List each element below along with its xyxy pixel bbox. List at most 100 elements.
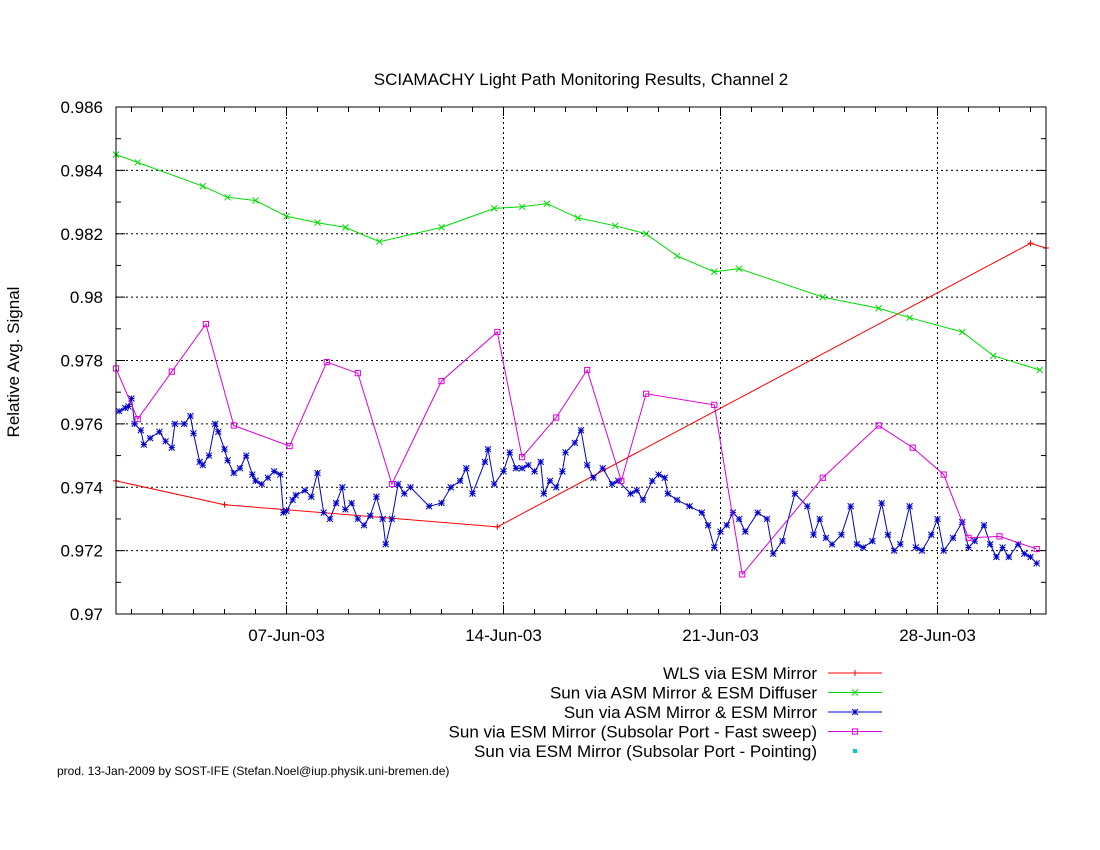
star-point	[131, 420, 138, 428]
square-point	[134, 416, 141, 423]
star-point	[140, 441, 148, 448]
grid	[116, 107, 1046, 614]
square-point	[711, 401, 718, 408]
star-point	[559, 468, 566, 475]
star-point	[326, 515, 334, 523]
plot-frame	[115, 106, 1047, 615]
square-point	[643, 390, 650, 397]
square-point	[875, 422, 882, 429]
star-point	[187, 412, 194, 420]
star-point	[1014, 540, 1022, 548]
star-point	[562, 449, 569, 456]
star-point	[249, 471, 256, 478]
star-point	[280, 509, 287, 516]
star-point	[906, 502, 913, 510]
cross-point	[224, 193, 231, 201]
cross-point	[735, 265, 743, 272]
star-point	[803, 502, 811, 510]
legend-label: Sun via ESM Mirror (Subsolar Port - Fast…	[449, 723, 817, 742]
cross-point	[314, 219, 321, 227]
star-point	[171, 420, 179, 428]
star-point	[382, 540, 390, 548]
square-point	[851, 728, 859, 735]
square-point	[494, 328, 501, 336]
star-point	[292, 491, 300, 499]
star-point	[779, 537, 786, 545]
square-point	[1033, 545, 1040, 553]
star-point	[252, 477, 259, 485]
star-point	[332, 499, 340, 507]
star-point	[258, 480, 266, 488]
star-point	[146, 434, 154, 442]
y-tick-label: 0.982	[60, 225, 103, 244]
cross-point	[851, 689, 859, 696]
star-point	[655, 471, 662, 478]
square-point	[739, 571, 746, 578]
star-point	[373, 493, 380, 501]
star-point	[524, 461, 532, 469]
star-point	[462, 464, 470, 472]
star-point	[890, 547, 898, 554]
star-point	[927, 531, 935, 539]
star-point	[342, 506, 349, 513]
star-point	[125, 403, 132, 410]
star-point	[590, 474, 597, 482]
star-point	[360, 521, 368, 529]
star-point	[571, 439, 579, 447]
x-tick-label: 21-Jun-03	[682, 626, 759, 645]
star-point	[348, 499, 355, 507]
square-point	[230, 422, 237, 429]
y-tick-label: 0.986	[60, 98, 103, 117]
star-point	[537, 458, 545, 466]
cross-point	[342, 224, 349, 231]
star-point	[447, 483, 455, 491]
star-point	[918, 547, 926, 554]
square-point	[618, 477, 625, 485]
square-point	[438, 377, 445, 385]
star-point	[822, 534, 830, 542]
star-point	[490, 480, 498, 488]
star-point	[648, 477, 656, 485]
star-point	[673, 496, 681, 504]
cross-point	[283, 212, 290, 220]
star-point	[577, 426, 585, 434]
star-point	[121, 404, 129, 412]
star-point	[211, 420, 219, 428]
star-point	[763, 515, 771, 523]
star-point	[531, 468, 538, 475]
star-point	[224, 456, 231, 464]
star-point	[851, 708, 859, 716]
star-point	[639, 496, 647, 504]
y-tick-label: 0.98	[70, 288, 103, 307]
series-layer	[112, 151, 1049, 578]
plus-point	[221, 501, 228, 508]
star-point	[884, 531, 892, 539]
star-point	[484, 445, 492, 453]
star-point	[156, 428, 163, 436]
star-point	[379, 515, 386, 523]
star-point	[627, 490, 634, 497]
star-point	[661, 474, 669, 482]
star-point	[540, 490, 548, 497]
star-point	[838, 531, 845, 539]
chart-title: SCIAMACHY Light Path Monitoring Results,…	[374, 70, 789, 89]
star-point	[270, 468, 278, 475]
y-tick-label: 0.97	[70, 605, 103, 624]
star-point	[633, 487, 641, 494]
plus-point	[1027, 240, 1034, 247]
star-point	[456, 477, 464, 485]
star-point	[999, 544, 1006, 551]
star-point	[469, 490, 476, 497]
star-point	[869, 537, 876, 545]
star-point	[878, 499, 886, 507]
star-point	[986, 540, 994, 548]
cross-point	[438, 224, 445, 231]
star-point	[512, 464, 520, 472]
cross-point	[875, 304, 882, 312]
y-tick-label: 0.974	[60, 478, 103, 497]
cross-point	[518, 203, 526, 211]
star-point	[137, 426, 145, 434]
x-tick-label: 07-Jun-03	[248, 626, 325, 645]
square-point	[354, 370, 361, 377]
star-point	[546, 477, 554, 485]
